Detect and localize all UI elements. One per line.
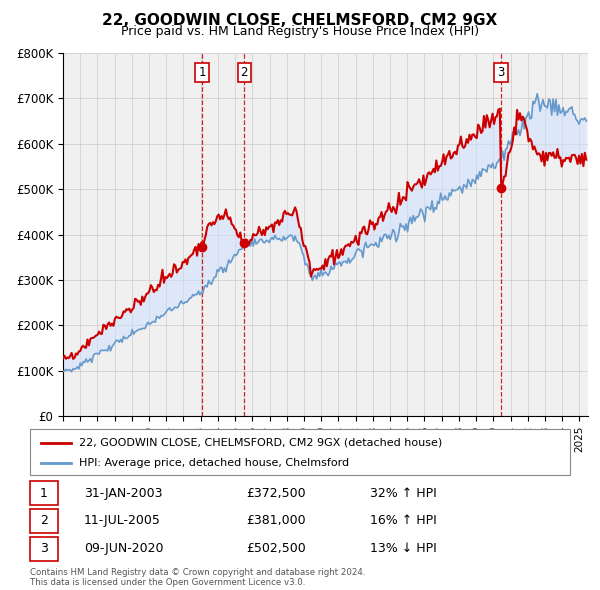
Text: £372,500: £372,500 [246, 487, 305, 500]
Text: 3: 3 [40, 542, 48, 555]
Text: £381,000: £381,000 [246, 514, 305, 527]
Text: 2: 2 [40, 514, 48, 527]
FancyBboxPatch shape [30, 481, 58, 505]
Text: Contains HM Land Registry data © Crown copyright and database right 2024.: Contains HM Land Registry data © Crown c… [30, 568, 365, 576]
Text: 22, GOODWIN CLOSE, CHELMSFORD, CM2 9GX: 22, GOODWIN CLOSE, CHELMSFORD, CM2 9GX [103, 13, 497, 28]
FancyBboxPatch shape [30, 429, 570, 475]
Text: 31-JAN-2003: 31-JAN-2003 [84, 487, 163, 500]
Text: Price paid vs. HM Land Registry's House Price Index (HPI): Price paid vs. HM Land Registry's House … [121, 25, 479, 38]
Text: 2: 2 [241, 66, 248, 79]
Text: 11-JUL-2005: 11-JUL-2005 [84, 514, 161, 527]
Text: £502,500: £502,500 [246, 542, 306, 555]
Text: 16% ↑ HPI: 16% ↑ HPI [370, 514, 437, 527]
FancyBboxPatch shape [30, 509, 58, 533]
Text: 1: 1 [40, 487, 48, 500]
FancyBboxPatch shape [30, 537, 58, 561]
Text: HPI: Average price, detached house, Chelmsford: HPI: Average price, detached house, Chel… [79, 458, 349, 468]
Text: 13% ↓ HPI: 13% ↓ HPI [370, 542, 437, 555]
Text: 3: 3 [497, 66, 505, 79]
Text: 22, GOODWIN CLOSE, CHELMSFORD, CM2 9GX (detached house): 22, GOODWIN CLOSE, CHELMSFORD, CM2 9GX (… [79, 438, 442, 448]
Text: This data is licensed under the Open Government Licence v3.0.: This data is licensed under the Open Gov… [30, 578, 305, 587]
Text: 09-JUN-2020: 09-JUN-2020 [84, 542, 163, 555]
Text: 1: 1 [199, 66, 206, 79]
Text: 32% ↑ HPI: 32% ↑ HPI [370, 487, 437, 500]
